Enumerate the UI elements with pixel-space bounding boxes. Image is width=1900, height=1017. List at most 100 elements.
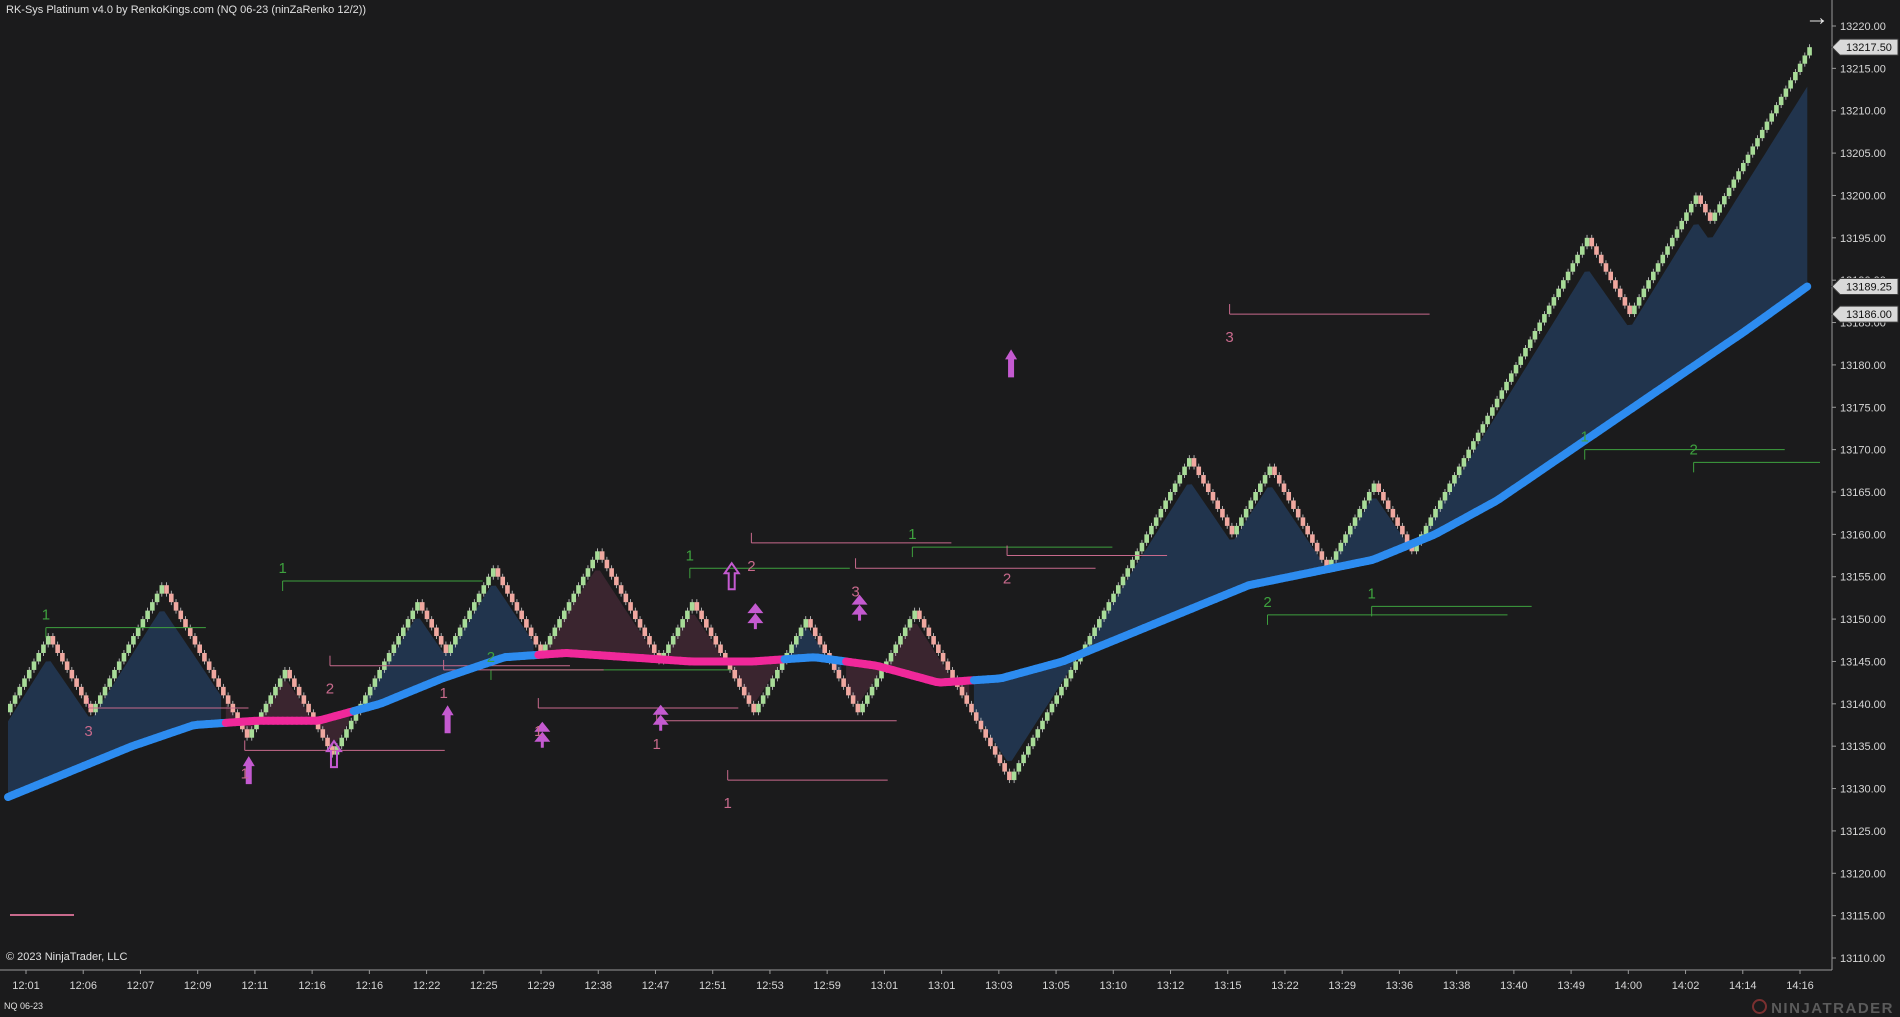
up-brick — [860, 703, 865, 713]
up-brick — [1793, 71, 1798, 81]
up-brick — [1807, 47, 1812, 56]
up-brick — [1452, 475, 1457, 484]
up-brick — [377, 669, 382, 679]
time-tick-label: 13:01 — [928, 980, 956, 992]
up-brick — [1329, 559, 1334, 569]
down-brick — [1385, 500, 1391, 509]
down-brick — [514, 602, 520, 611]
up-brick — [396, 636, 401, 645]
time-tick-label: 12:09 — [184, 980, 212, 992]
up-brick — [1490, 407, 1495, 416]
down-brick — [618, 585, 624, 594]
up-brick — [448, 644, 453, 653]
up-brick — [1357, 508, 1363, 518]
down-brick — [434, 627, 439, 637]
up-brick — [1035, 729, 1041, 738]
down-brick — [202, 652, 207, 662]
up-brick — [367, 686, 373, 696]
down-brick — [983, 729, 988, 738]
reentry-signal-arrow — [722, 561, 741, 591]
down-brick — [206, 661, 212, 670]
arrow-right-icon[interactable]: → — [1805, 4, 1829, 31]
up-brick — [1447, 483, 1453, 492]
up-brick — [580, 576, 586, 586]
down-brick — [519, 610, 524, 620]
down-brick — [1310, 534, 1315, 543]
up-brick — [263, 703, 269, 713]
up-brick — [1693, 195, 1699, 204]
up-brick — [1778, 96, 1784, 106]
down-brick — [1627, 305, 1632, 315]
double-signal-arrow — [747, 603, 764, 630]
up-brick — [1660, 254, 1666, 264]
up-brick — [557, 619, 562, 628]
price-tick-label: 13220.00 — [1840, 21, 1886, 33]
price-tick-label: 13130.00 — [1840, 784, 1886, 796]
time-tick-label: 13:03 — [985, 980, 1013, 992]
time-tick-label: 13:49 — [1557, 980, 1585, 992]
up-brick — [126, 644, 131, 653]
down-brick — [301, 695, 307, 704]
down-brick — [964, 695, 970, 704]
brand-text: NINJATRADER — [1771, 1000, 1894, 1017]
up-brick — [1333, 551, 1339, 560]
price-tick-label: 13205.00 — [1840, 148, 1886, 160]
down-brick — [997, 754, 1003, 764]
down-brick — [959, 686, 965, 696]
up-brick — [45, 636, 51, 645]
down-brick — [732, 669, 738, 679]
up-brick — [1186, 458, 1192, 467]
time-tick-label: 12:51 — [699, 980, 727, 992]
swing-count-label: 1 — [1581, 429, 1589, 446]
down-brick — [1400, 525, 1405, 535]
time-tick-label: 12:07 — [127, 980, 155, 992]
down-brick — [216, 678, 221, 687]
up-brick — [1267, 466, 1273, 476]
down-brick — [1272, 466, 1277, 476]
down-brick — [1205, 483, 1211, 492]
swing-count-label: 1 — [42, 607, 50, 624]
up-brick — [1149, 525, 1154, 535]
up-brick — [140, 619, 146, 628]
up-brick — [1101, 610, 1107, 620]
down-brick — [1622, 297, 1628, 306]
down-brick — [926, 627, 932, 637]
up-brick — [1347, 525, 1353, 535]
up-brick — [1073, 661, 1078, 670]
down-brick — [1376, 483, 1381, 492]
up-brick — [282, 669, 288, 679]
time-tick-label: 14:02 — [1672, 980, 1700, 992]
time-tick-label: 12:06 — [69, 980, 97, 992]
down-brick — [1617, 288, 1623, 298]
up-brick — [121, 652, 127, 662]
up-brick — [585, 568, 591, 577]
down-brick — [1196, 466, 1202, 476]
up-brick — [1016, 763, 1022, 772]
time-tick-label: 12:22 — [413, 980, 441, 992]
up-brick — [1494, 398, 1500, 408]
down-brick — [945, 661, 951, 670]
swing-count-label: 1 — [1367, 585, 1375, 602]
price-tick-label: 13175.00 — [1840, 402, 1886, 414]
up-brick — [1508, 373, 1514, 382]
up-brick — [1163, 500, 1168, 509]
up-brick — [1736, 171, 1741, 180]
up-brick — [12, 695, 18, 704]
price-tick-label: 13210.00 — [1840, 106, 1886, 118]
trend-cloud — [846, 623, 970, 704]
swing-count-label: 2 — [326, 681, 334, 698]
down-brick — [1390, 508, 1396, 518]
down-brick — [741, 686, 747, 696]
up-brick — [1362, 500, 1367, 509]
up-brick — [898, 636, 903, 645]
down-brick — [168, 593, 174, 603]
up-brick — [1130, 559, 1135, 569]
down-brick — [846, 686, 851, 696]
down-brick — [699, 610, 704, 620]
ninjatrader-logo: NINJATRADER — [1752, 999, 1894, 1017]
time-tick-label: 13:29 — [1328, 980, 1356, 992]
instrument-tab[interactable]: NQ 06-23 — [4, 1001, 44, 1011]
down-brick — [311, 712, 316, 721]
price-tick-label: 13155.00 — [1840, 572, 1886, 584]
